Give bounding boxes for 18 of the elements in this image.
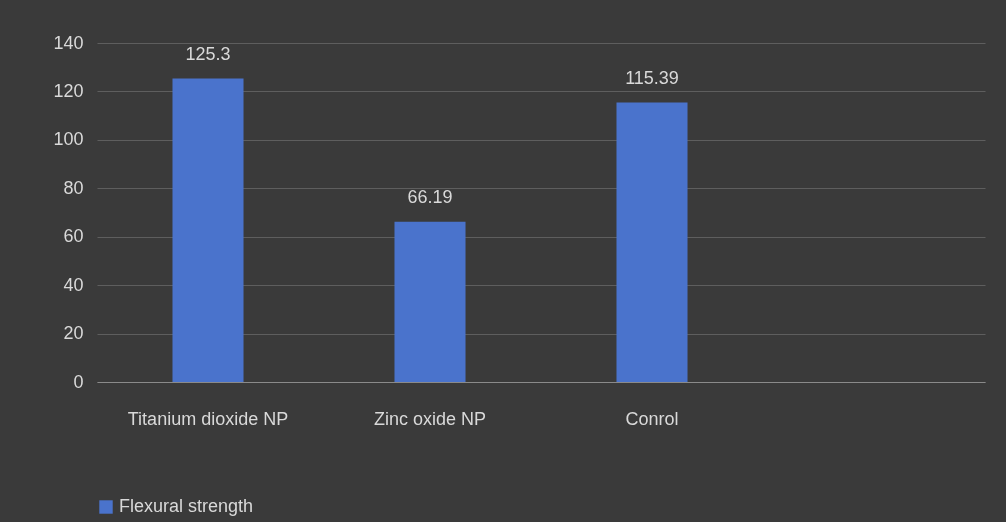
bar: [172, 78, 244, 382]
y-tick-label: 100: [53, 129, 84, 150]
legend-label: Flexural strength: [119, 496, 254, 516]
y-tick-label: 40: [63, 274, 84, 295]
x-tick-label: Titanium dioxide NP: [127, 408, 289, 429]
y-tick-label: 120: [53, 80, 84, 101]
y-tick-label: 20: [63, 323, 84, 344]
data-label: 66.19: [407, 186, 453, 207]
bar: [616, 102, 688, 382]
y-tick-label: 140: [53, 32, 84, 53]
data-label: 125.3: [185, 43, 231, 64]
bar: [394, 221, 466, 382]
x-tick-label: Zinc oxide NP: [373, 408, 487, 429]
x-tick-label: Conrol: [625, 408, 679, 429]
y-tick-label: 0: [73, 371, 84, 392]
data-label: 115.39: [625, 67, 679, 88]
y-tick-label: 80: [63, 177, 84, 198]
y-tick-label: 60: [63, 226, 84, 247]
